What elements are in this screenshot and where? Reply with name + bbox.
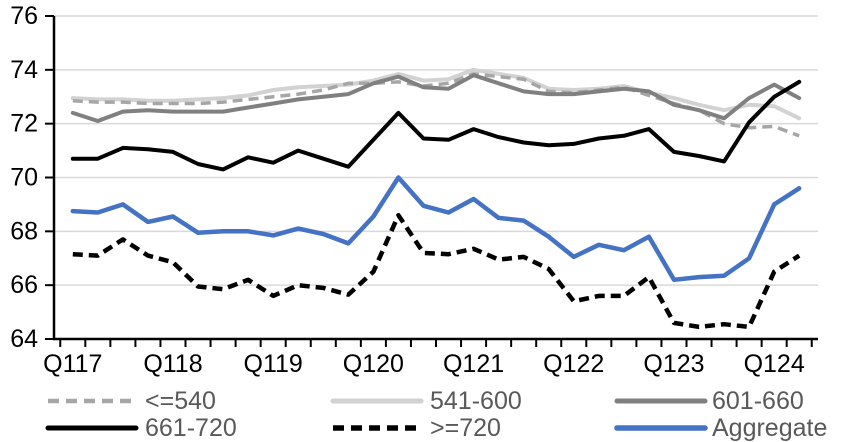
- x-axis-label-Q120: Q120: [343, 350, 404, 378]
- x-axis-label-Q118: Q118: [143, 350, 202, 378]
- series-line-601-660: [70, 73, 802, 123]
- axes-group: [45, 15, 818, 347]
- x-axis-label-Q119: Q119: [244, 350, 303, 378]
- series-line-aggregate: [70, 175, 802, 283]
- y-axis-label-70: 70: [10, 164, 38, 192]
- legend-label-541-600: 541-600: [430, 387, 522, 415]
- series-line-540: [72, 72, 800, 138]
- legend-label-601-660: 601-660: [712, 387, 804, 415]
- y-tick-labels-group: 64 66 68 70 72 74 76: [10, 2, 38, 353]
- series-line-541-600: [70, 67, 802, 121]
- legend-label-661-720: 661-720: [145, 414, 237, 442]
- legend-label-540: <=540: [145, 387, 216, 415]
- x-axis-label-Q123: Q123: [643, 350, 704, 378]
- series-line-661-720: [70, 79, 802, 172]
- y-axis-label-72: 72: [10, 110, 38, 138]
- series-lines-group: [70, 67, 802, 330]
- legend-label-aggregate: Aggregate: [712, 414, 827, 442]
- legend-group: <=540 541-600 601-660 661-720 >=720 Aggregate: [45, 387, 827, 442]
- series-line-720: [72, 212, 801, 330]
- x-tick-labels-group: Q117 Q118 Q119 Q120 Q121 Q122 Q123 Q124: [43, 350, 805, 378]
- gridlines-group: [54, 15, 818, 286]
- y-axis-label-66: 66: [10, 271, 38, 299]
- x-axis-label-Q124: Q124: [744, 350, 805, 378]
- x-axis-label-Q122: Q122: [543, 350, 604, 378]
- y-axis-label-64: 64: [10, 325, 38, 353]
- legend-label-720: >=720: [430, 414, 501, 442]
- y-axis-label-74: 74: [10, 56, 38, 84]
- x-axis-label-Q121: Q121: [443, 350, 504, 378]
- y-axis-label-68: 68: [10, 217, 38, 245]
- y-axis-label-76: 76: [10, 2, 38, 30]
- x-axis-label-Q117: Q117: [43, 350, 102, 378]
